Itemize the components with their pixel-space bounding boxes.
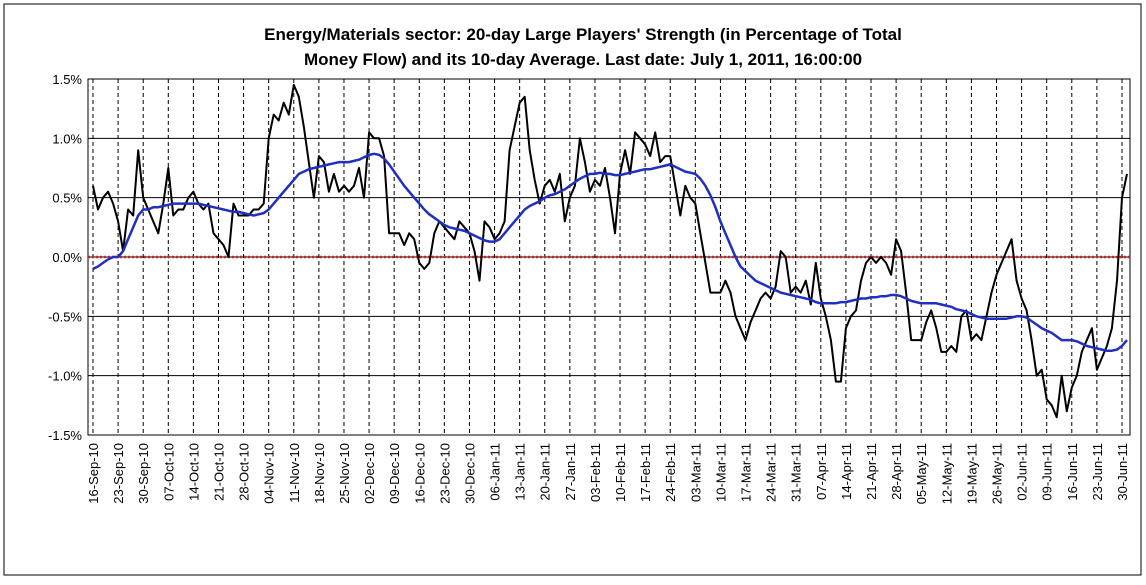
y-tick-label: 1.0% xyxy=(52,131,82,146)
x-tick-label: 21-Oct-10 xyxy=(211,443,226,501)
x-tick-label: 19-May-11 xyxy=(964,443,979,504)
x-tick-label: 14-Apr-11 xyxy=(839,443,854,500)
x-tick-label: 23-Dec-10 xyxy=(437,443,452,504)
x-tick-label: 05-May-11 xyxy=(914,443,929,504)
x-tick-label: 10-Feb-11 xyxy=(613,443,628,502)
x-tick-label: 31-Mar-11 xyxy=(789,443,804,502)
x-tick-label: 25-Nov-10 xyxy=(337,443,352,504)
x-tick-label: 12-May-11 xyxy=(939,443,954,504)
x-tick-label: 26-May-11 xyxy=(989,443,1004,504)
x-tick-label: 11-Nov-10 xyxy=(287,443,302,503)
x-tick-label: 16-Dec-10 xyxy=(412,443,427,504)
x-tick-label: 06-Jan-11 xyxy=(488,443,503,501)
x-tick-label: 07-Apr-11 xyxy=(814,443,829,500)
x-tick-label: 23-Sep-10 xyxy=(111,443,126,504)
chart-title: Energy/Materials sector: 20-day Large Pl… xyxy=(264,25,902,44)
x-tick-label: 18-Nov-10 xyxy=(312,443,327,504)
x-tick-label: 28-Apr-11 xyxy=(889,443,904,500)
x-tick-label: 03-Mar-11 xyxy=(688,443,703,502)
line-series xyxy=(92,83,1128,419)
y-tick-label: -1.5% xyxy=(48,428,82,443)
x-tick-label: 30-Dec-10 xyxy=(462,443,477,504)
x-tick-label: 04-Nov-10 xyxy=(262,443,277,504)
x-tick-label: 17-Mar-11 xyxy=(739,443,754,502)
x-tick-label: 09-Dec-10 xyxy=(387,443,402,504)
x-tick-label: 10-Mar-11 xyxy=(713,443,728,502)
x-tick-label: 17-Feb-11 xyxy=(638,443,653,502)
x-tick-label: 27-Jan-11 xyxy=(563,443,578,501)
y-tick-label: 0.0% xyxy=(52,250,82,265)
line-series xyxy=(92,152,1128,352)
x-tick-label: 28-Oct-10 xyxy=(237,443,252,501)
x-tick-label: 07-Oct-10 xyxy=(161,443,176,501)
chart-title: Money Flow) and its 10-day Average. Last… xyxy=(304,50,862,69)
x-tick-label: 30-Sep-10 xyxy=(136,443,151,504)
x-tick-label: 21-Apr-11 xyxy=(864,443,879,500)
x-tick-label: 23-Jun-11 xyxy=(1090,443,1105,501)
y-tick-label: 0.5% xyxy=(52,191,82,206)
x-tick-label: 14-Oct-10 xyxy=(186,443,201,501)
x-tick-label: 13-Jan-11 xyxy=(513,443,528,501)
y-tick-label: -0.5% xyxy=(48,309,82,324)
x-tick-label: 16-Jun-11 xyxy=(1065,443,1080,501)
x-tick-label: 02-Jun-11 xyxy=(1015,443,1030,501)
x-tick-label: 24-Mar-11 xyxy=(764,443,779,502)
x-tick-label: 20-Jan-11 xyxy=(538,443,553,501)
x-tick-label: 09-Jun-11 xyxy=(1040,443,1055,501)
y-tick-label: -1.0% xyxy=(48,369,82,384)
x-tick-label: 03-Feb-11 xyxy=(588,443,603,502)
x-tick-label: 16-Sep-10 xyxy=(86,443,101,504)
x-tick-label: 30-Jun-11 xyxy=(1115,443,1130,501)
x-tick-label: 02-Dec-10 xyxy=(362,443,377,504)
x-tick-label: 24-Feb-11 xyxy=(663,443,678,502)
y-tick-label: 1.5% xyxy=(52,72,82,87)
